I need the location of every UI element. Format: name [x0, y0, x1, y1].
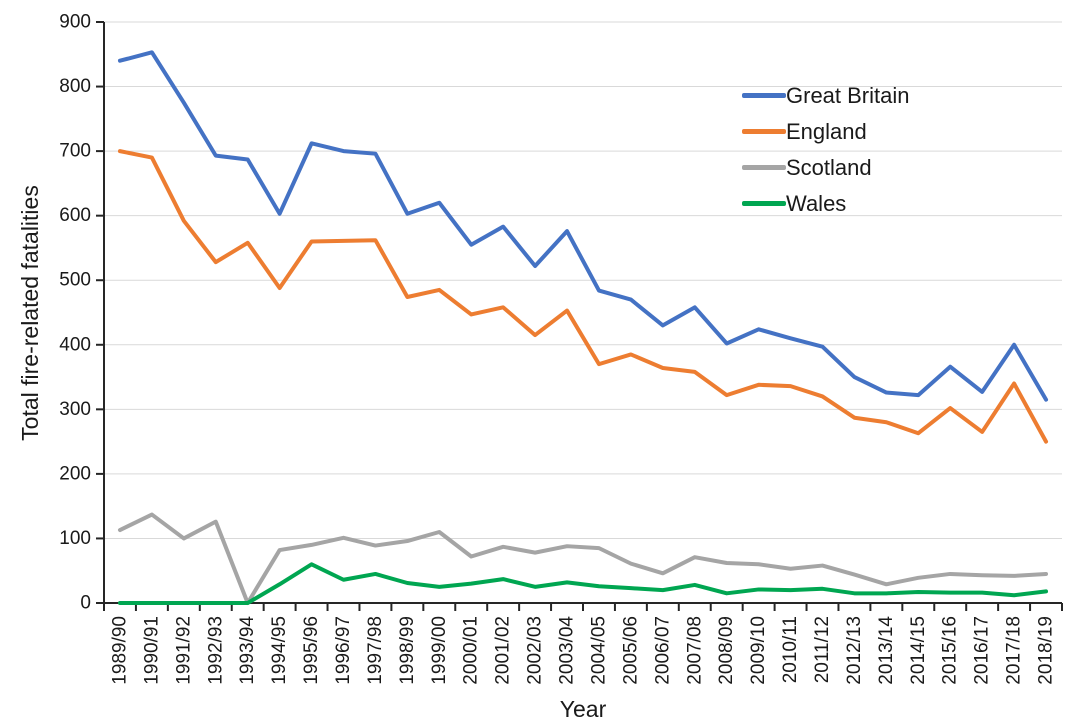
legend-line-swatch-great-britain [742, 93, 786, 98]
x-tick-label: 2015/16 [940, 616, 961, 685]
y-tick-label: 900 [59, 12, 91, 33]
legend-line-swatch-wales [742, 201, 786, 206]
x-tick-label: 1995/96 [301, 616, 322, 685]
x-tick-label: 1994/95 [269, 616, 290, 685]
x-tick-label: 2001/02 [493, 616, 514, 685]
legend-label-scotland: Scotland [786, 155, 872, 180]
legend-label-england: England [786, 119, 867, 144]
x-tick-label: 2003/04 [557, 616, 578, 685]
x-tick-label: 2004/05 [588, 616, 609, 685]
legend-line-swatch-england [742, 129, 786, 134]
x-tick-label: 1997/98 [365, 616, 386, 685]
series-line-england [117, 149, 1049, 444]
x-tick-label: 1989/90 [109, 616, 130, 685]
x-tick-label: 2012/13 [844, 616, 865, 685]
x-tick-label: 1991/92 [173, 616, 194, 685]
x-tick-label: 2011/12 [812, 616, 833, 683]
x-tick-label: 1992/93 [205, 616, 226, 685]
legend-label-great-britain: Great Britain [786, 83, 910, 108]
legend-line-swatch-scotland [742, 165, 786, 170]
x-tick-label: 2007/08 [684, 616, 705, 685]
x-tick-label: 2002/03 [525, 616, 546, 685]
legend-item-wales: Wales [742, 192, 910, 215]
x-tick-label: 2016/17 [972, 616, 993, 685]
series-line-scotland [117, 512, 1049, 605]
x-tick-label: 1993/94 [237, 616, 258, 685]
legend-label-wales: Wales [786, 191, 847, 216]
x-tick-label: 2018/19 [1036, 616, 1057, 685]
x-tick-label: 2000/01 [461, 616, 482, 685]
y-tick-label: 100 [59, 528, 91, 549]
x-tick-label: 1990/91 [141, 616, 162, 685]
y-tick-label: 600 [59, 205, 91, 226]
x-tick-label: 2006/07 [652, 616, 673, 685]
y-tick-label: 400 [59, 334, 91, 355]
y-tick-label: 700 [59, 141, 91, 162]
y-tick-label: 500 [59, 270, 91, 291]
legend-item-england: England [742, 120, 910, 143]
legend: Great Britain England Scotland Wales [742, 84, 910, 215]
x-tick-label: 1999/00 [429, 616, 450, 685]
x-tick-label: 2009/10 [748, 616, 769, 685]
legend-item-scotland: Scotland [742, 156, 910, 179]
series-line-great-britain [117, 50, 1049, 402]
x-axis-title: Year [559, 696, 607, 722]
legend-item-great-britain: Great Britain [742, 84, 910, 107]
x-tick-label: 2010/11 [780, 616, 801, 683]
y-tick-label: 800 [59, 76, 91, 97]
y-tick-label: 200 [59, 463, 91, 484]
x-tick-label: 1998/99 [397, 616, 418, 685]
x-tick-label: 1996/97 [333, 616, 354, 685]
y-tick-label: 300 [59, 399, 91, 420]
x-tick-label: 2008/09 [716, 616, 737, 685]
x-tick-label: 2005/06 [620, 616, 641, 685]
series-line-wales [117, 562, 1049, 605]
y-axis-title: Total fire-related fatalities [17, 185, 43, 441]
x-tick-label: 2013/14 [876, 616, 897, 685]
x-tick-label: 2014/15 [908, 616, 929, 685]
x-tick-label: 2017/18 [1004, 616, 1025, 685]
y-tick-label: 0 [80, 593, 91, 614]
